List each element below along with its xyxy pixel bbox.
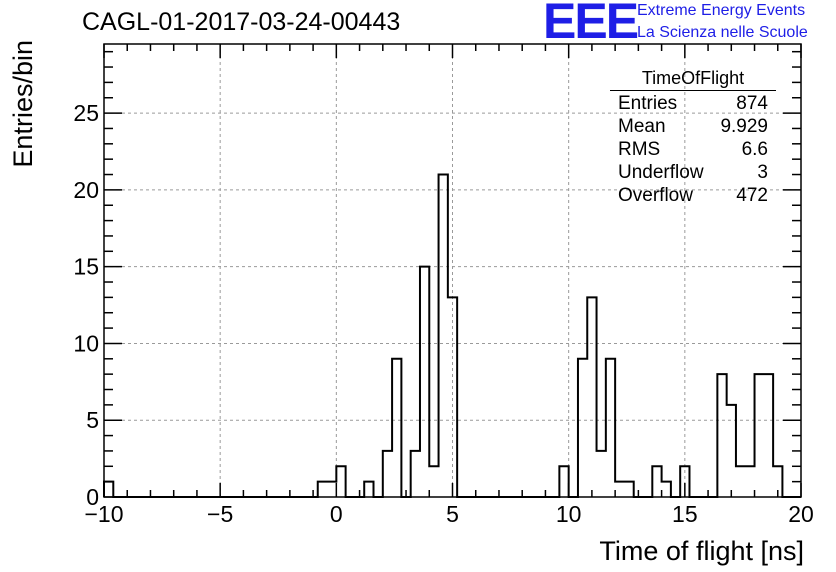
stats-row-entries: Entries 874 <box>610 92 776 115</box>
y-tick-label: 5 <box>86 407 99 433</box>
logo-caption-line1: Extreme Energy Events <box>637 2 806 19</box>
run-title: CAGL-01-2017-03-24-00443 <box>82 8 401 36</box>
x-tick-label: 10 <box>556 501 582 527</box>
stats-row-mean: Mean 9.929 <box>610 115 776 138</box>
stats-row-overflow: Overflow 472 <box>610 184 776 207</box>
x-tick-label: −10 <box>84 501 123 527</box>
logo-caption-line2: La Scienza nelle Scuole <box>637 24 808 41</box>
stats-value: 3 <box>757 162 768 183</box>
y-tick-label: 25 <box>73 100 99 126</box>
y-tick-label: 10 <box>73 330 99 356</box>
stats-value: 472 <box>736 185 768 206</box>
stats-value: 9.929 <box>720 116 768 137</box>
y-tick-label: 20 <box>73 177 99 203</box>
stats-value: 874 <box>736 93 768 114</box>
grid-lines <box>104 44 801 497</box>
stats-row-underflow: Underflow 3 <box>610 161 776 184</box>
x-tick-label: 5 <box>446 501 459 527</box>
stats-box: TimeOfFlight Entries 874 Mean 9.929 RMS … <box>610 68 776 207</box>
eee-logo: EEE <box>543 0 639 49</box>
x-tick-label: 20 <box>788 501 814 527</box>
x-tick-label: 15 <box>672 501 698 527</box>
y-tick-label: 15 <box>73 254 99 280</box>
stats-label: RMS <box>618 139 661 160</box>
x-tick-label: −5 <box>207 501 233 527</box>
stats-value: 6.6 <box>741 139 768 160</box>
tick-labels: −10 −5 0 5 10 15 20 0 5 10 15 20 25 <box>73 100 813 527</box>
stats-label: Underflow <box>618 162 704 183</box>
stats-label: Entries <box>618 93 678 114</box>
axis-ticks <box>103 44 802 498</box>
x-axis-label: Time of flight [ns] <box>599 536 804 566</box>
stats-label: Overflow <box>618 185 693 206</box>
stats-row-rms: RMS 6.6 <box>610 138 776 161</box>
y-tick-label: 0 <box>86 484 99 510</box>
y-axis-label: Entries/bin <box>8 40 38 168</box>
stats-label: Mean <box>618 116 666 137</box>
stats-title: TimeOfFlight <box>610 68 776 91</box>
x-tick-label: 0 <box>330 501 343 527</box>
